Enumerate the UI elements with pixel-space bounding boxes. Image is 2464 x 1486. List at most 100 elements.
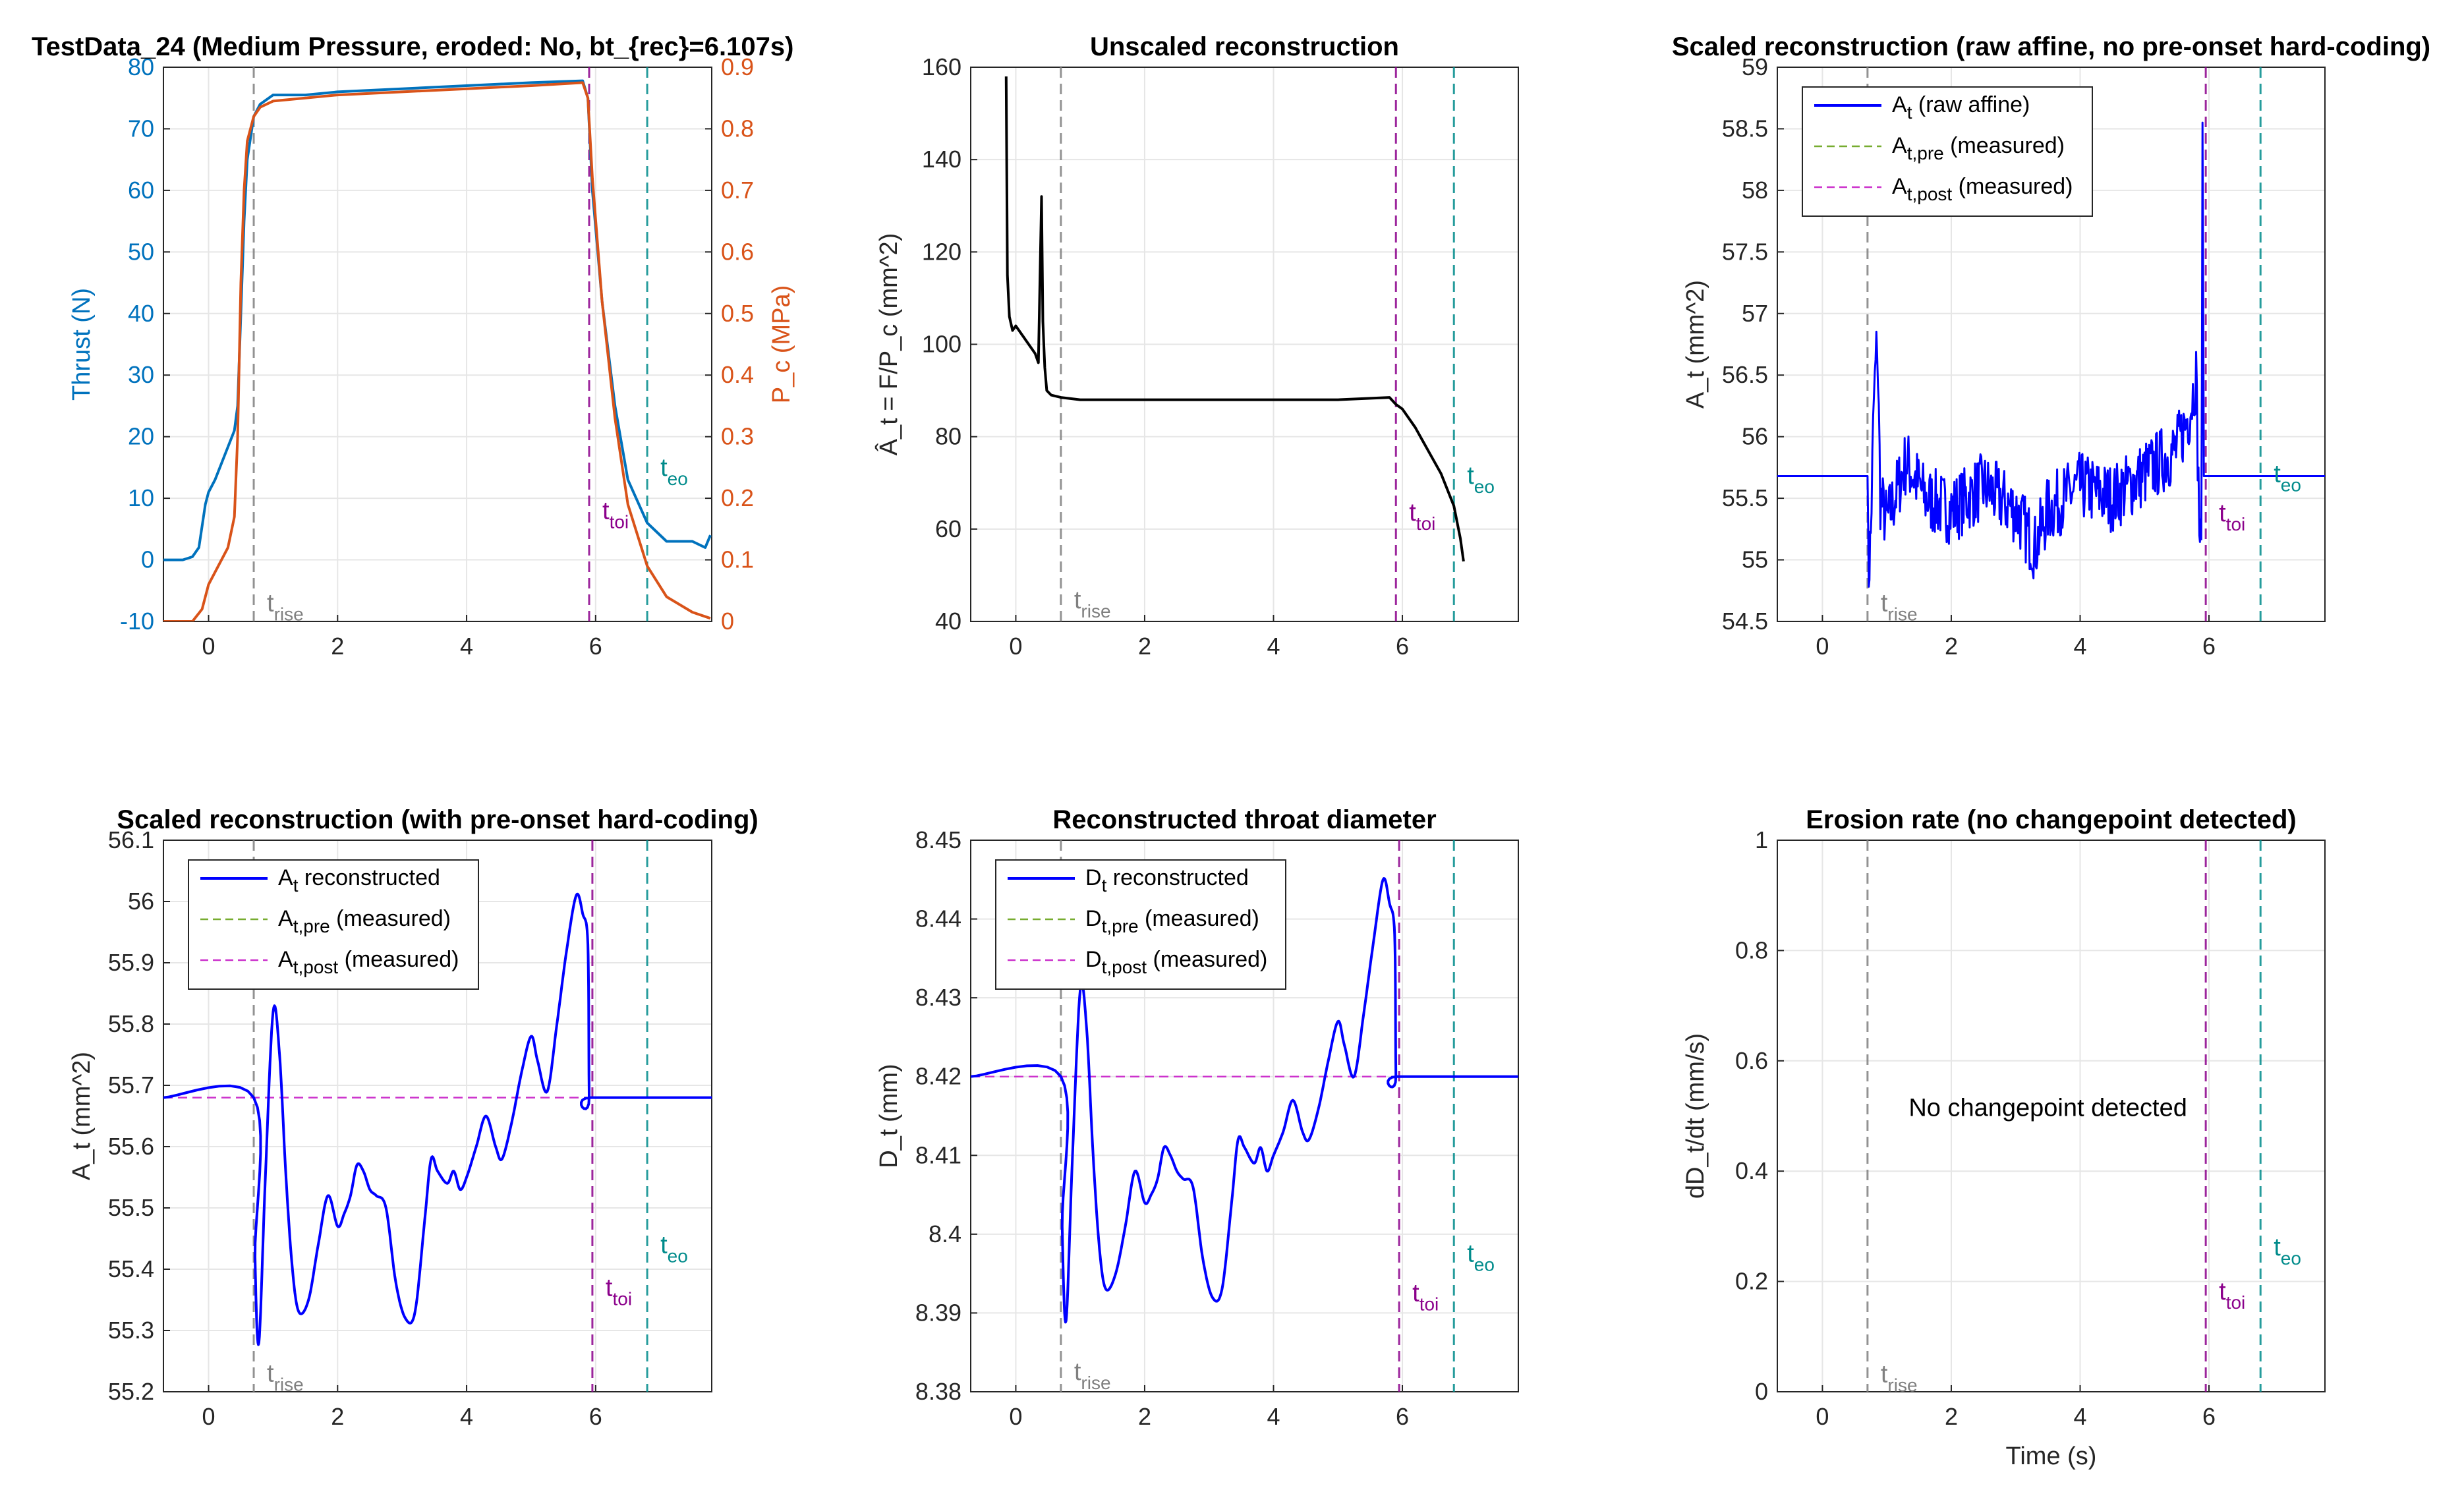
series-line-0 (1004, 76, 1465, 562)
axes-box (970, 840, 1519, 1392)
y-tick-label: 0 (141, 546, 154, 573)
y-tick-label: 30 (128, 361, 154, 388)
legend-box (188, 859, 479, 990)
y-tick-label: 1 (1755, 826, 1768, 853)
y-tick-label: 54.5 (1722, 608, 1768, 635)
series-line-0 (971, 877, 1518, 1324)
marker-label-main: t (602, 497, 610, 525)
x-tick-label: 2 (1138, 633, 1151, 660)
y-tick-label: 60 (935, 515, 961, 542)
y-tick-label: 160 (922, 53, 961, 80)
legend-entry-tail: (measured) (338, 947, 459, 972)
marker-label-main: t (1074, 586, 1081, 614)
y-axis-label: Â_t = F/P_c (mm^2) (874, 233, 903, 456)
marker-label-sub: toi (612, 1289, 632, 1309)
legend-entry: At,post (measured) (1892, 174, 2073, 204)
marker-label-eo: teo (2274, 460, 2301, 495)
legend-entry: Dt,post (measured) (1085, 947, 1267, 977)
axes-box (1777, 67, 2326, 622)
axes-box (1777, 840, 2326, 1392)
y-tick-label: 8.42 (915, 1063, 961, 1090)
panel-p1: 0 2 4 6 -10 0 10 20 30 40 50 60 70 80 0 0.1 0.2 0.3 0.4 0.5… (32, 32, 795, 660)
marker-label-toi: ttoi (606, 1274, 632, 1309)
x-tick-label: 0 (202, 633, 215, 660)
x-tick-label: 6 (2202, 1403, 2216, 1430)
axes-box (163, 840, 712, 1392)
y-right-tick-label: 0 (721, 608, 734, 635)
marker-label-main: t (2219, 1278, 2226, 1305)
legend-entry-main: A (278, 947, 293, 972)
x-tick-label: 6 (1396, 633, 1409, 660)
marker-label-main: t (1074, 1358, 1081, 1386)
y-tick-label: 58.5 (1722, 115, 1768, 142)
marker-label-rise: trise (1881, 590, 1918, 625)
y-tick-label: 80 (935, 423, 961, 450)
y-right-tick-label: 0.6 (721, 238, 754, 265)
panel-title: Scaled reconstruction (raw affine, no pr… (1672, 32, 2430, 61)
legend-entry: At,post (measured) (278, 947, 459, 977)
panel-p3: 0 2 4 6 54.5 55 55.5 56 56.5 57 57.5 58 58.5 59Scaled… (1672, 32, 2430, 660)
y-tick-label: 55.2 (108, 1378, 154, 1405)
legend-entry-main: A (1892, 92, 1907, 117)
marker-label-main: t (660, 454, 668, 482)
legend-entry-tail: reconstructed (1106, 865, 1248, 890)
x-tick-label: 2 (1945, 633, 1958, 660)
y-tick-label: 140 (922, 146, 961, 173)
legend-entry-sub: t,pre (1102, 916, 1139, 936)
legend-entry-sub: t (1907, 102, 1912, 123)
marker-label-sub: toi (610, 511, 629, 532)
y-tick-label: 55.6 (108, 1133, 154, 1160)
marker-label-main: t (2274, 460, 2281, 488)
legend-entry-main: A (1892, 133, 1907, 158)
x-axis-label: Time (s) (2006, 1443, 2097, 1470)
y-tick-label: 55.9 (108, 949, 154, 976)
marker-label-toi: ttoi (2219, 1278, 2245, 1313)
legend-entry-tail: (measured) (1952, 174, 2073, 199)
panel-p5: 0 2 4 6 8.38 8.39 8.4 8.41 8.42 8.43 8.44 8.45 Recon… (875, 805, 1519, 1430)
plot-area (1866, 840, 2262, 1392)
x-tick-label: 4 (2073, 1403, 2086, 1430)
y-tick-label: 55.4 (108, 1255, 154, 1282)
y-tick-label: -10 (120, 608, 154, 635)
legend-entry-tail: reconstructed (298, 865, 440, 890)
marker-label-sub: toi (1416, 513, 1436, 534)
legend-entry-sub: t (293, 875, 299, 896)
y-tick-label: 40 (128, 300, 154, 327)
axes-box (163, 67, 712, 622)
y-tick-label: 8.41 (915, 1141, 961, 1168)
marker-label-main: t (1881, 1361, 1888, 1388)
y-axis-label: Thrust (N) (68, 288, 96, 401)
series-line-1 (163, 81, 711, 621)
plot-area (1004, 67, 1465, 621)
y-tick-label: 0.8 (1735, 936, 1768, 963)
legend-entry-sub: t,post (1907, 184, 1953, 204)
y-right-tick-label: 0.5 (721, 300, 754, 327)
y-axis-label: D_t (mm) (875, 1064, 903, 1168)
legend-entry-tail: (measured) (1147, 947, 1267, 972)
legend-entry-sub: t,post (1102, 957, 1147, 977)
marker-label-sub: rise (1887, 604, 1917, 625)
marker-label-sub: toi (2226, 514, 2246, 534)
y-axis-label: A_t (mm^2) (1682, 280, 1709, 409)
series-line-0 (1777, 121, 2325, 588)
y-right-tick-label: 0.7 (721, 177, 754, 204)
x-tick-label: 2 (331, 633, 344, 660)
marker-label-eo: teo (660, 1231, 688, 1266)
y-tick-label: 55.5 (108, 1194, 154, 1221)
legend-entry-tail: (measured) (1944, 133, 2065, 158)
legend-entry-main: D (1085, 906, 1102, 931)
marker-label-eo: teo (2274, 1234, 2301, 1269)
legend: At (raw affine)At,pre (measured)At,post … (1802, 86, 2093, 217)
legend-box (1802, 86, 2093, 217)
marker-label-sub: toi (1419, 1294, 1439, 1314)
panel-title: Scaled reconstruction (with pre-onset ha… (117, 805, 758, 834)
y-tick-label: 55.7 (108, 1072, 154, 1099)
y-tick-label: 8.4 (929, 1220, 961, 1247)
x-tick-label: 0 (1816, 633, 1829, 660)
marker-label-sub: toi (2226, 1292, 2246, 1313)
legend-entry-main: A (278, 865, 293, 890)
marker-label-main: t (2274, 1234, 2281, 1261)
